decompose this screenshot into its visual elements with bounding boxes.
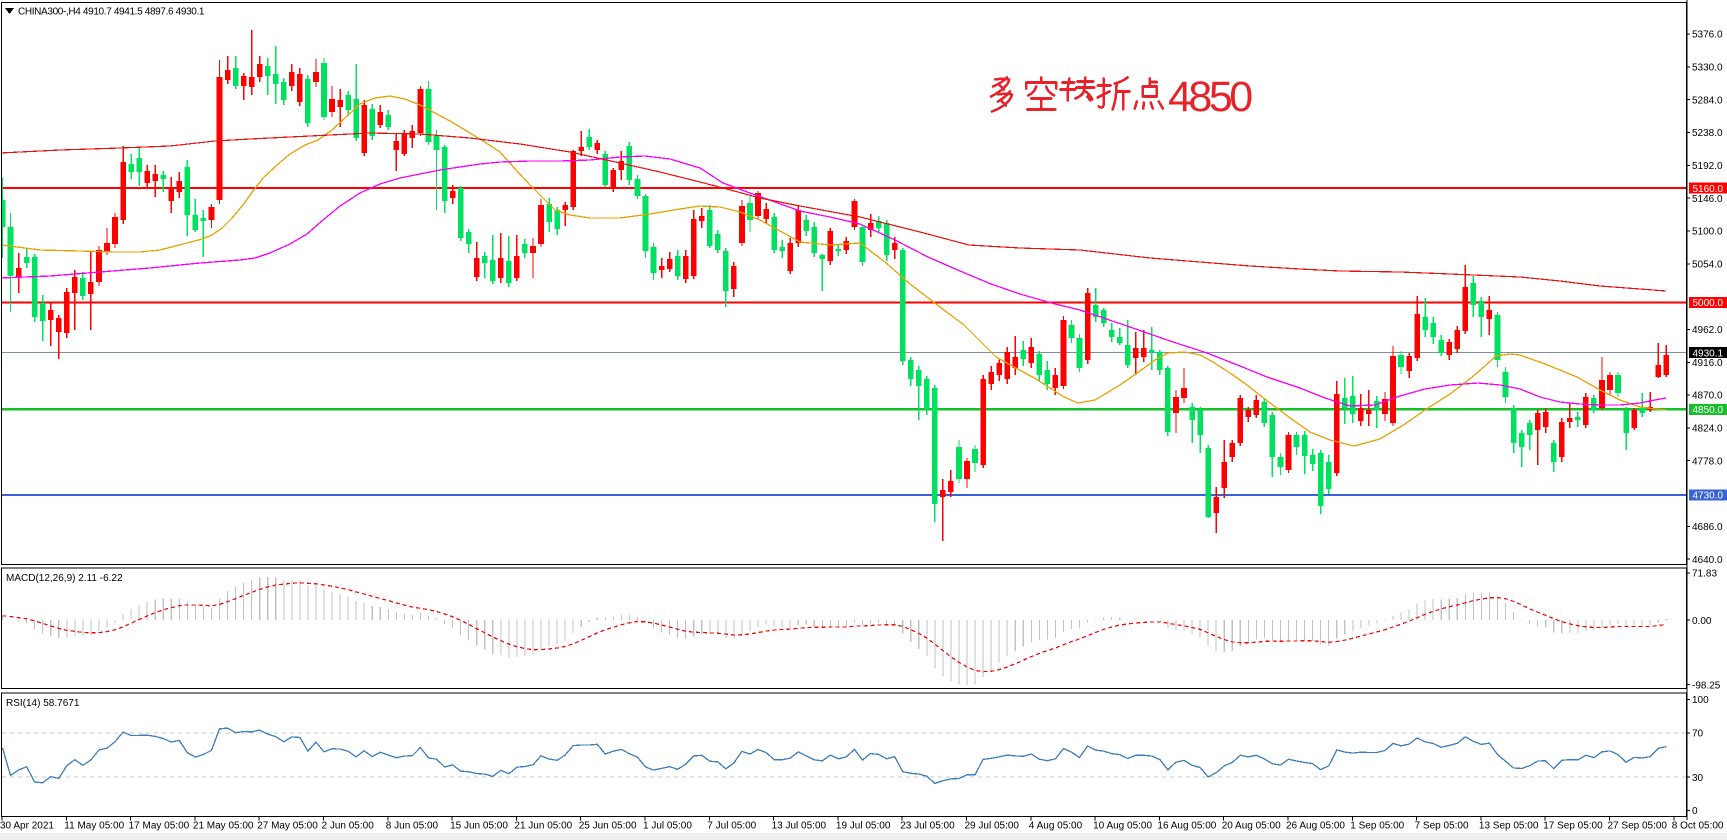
svg-text:4850: 4850 <box>1168 73 1252 121</box>
svg-text:4850.0: 4850.0 <box>1693 405 1724 416</box>
svg-text:4870.0: 4870.0 <box>1692 391 1723 402</box>
svg-text:11 May 05:00: 11 May 05:00 <box>64 821 124 832</box>
svg-text:CHINA300-,H4 4910.7 4941.5 48: CHINA300-,H4 4910.7 4941.5 4897.6 4930.1 <box>18 7 205 18</box>
svg-text:27 May 05:00: 27 May 05:00 <box>257 821 318 832</box>
svg-text:RSI(14) 58.7671: RSI(14) 58.7671 <box>6 698 80 709</box>
svg-text:4930.1: 4930.1 <box>1693 348 1724 359</box>
svg-text:13 Sep 05:00: 13 Sep 05:00 <box>1479 821 1539 832</box>
svg-text:30: 30 <box>1692 773 1704 784</box>
svg-text:4824.0: 4824.0 <box>1692 424 1723 435</box>
svg-text:8 Oct 05:00: 8 Oct 05:00 <box>1672 821 1724 832</box>
svg-text:21 May 05:00: 21 May 05:00 <box>193 821 254 832</box>
svg-text:5054.0: 5054.0 <box>1692 259 1723 270</box>
svg-text:17 Sep 05:00: 17 Sep 05:00 <box>1543 821 1603 832</box>
svg-text:70: 70 <box>1692 728 1704 739</box>
svg-text:5146.0: 5146.0 <box>1692 194 1723 205</box>
svg-text:5100.0: 5100.0 <box>1692 227 1723 238</box>
svg-text:5000.0: 5000.0 <box>1693 298 1724 309</box>
svg-text:2 Jun 05:00: 2 Jun 05:00 <box>322 821 375 832</box>
svg-text:30 Apr 2021: 30 Apr 2021 <box>0 821 54 832</box>
svg-text:5376.0: 5376.0 <box>1692 30 1723 41</box>
svg-text:8 Jun 05:00: 8 Jun 05:00 <box>386 821 439 832</box>
svg-text:4640.0: 4640.0 <box>1692 555 1723 566</box>
svg-text:16 Aug 05:00: 16 Aug 05:00 <box>1157 821 1216 832</box>
svg-text:5284.0: 5284.0 <box>1692 95 1723 106</box>
svg-text:0.00: 0.00 <box>1692 616 1712 627</box>
svg-text:5330.0: 5330.0 <box>1692 63 1723 74</box>
svg-text:5160.0: 5160.0 <box>1693 184 1724 195</box>
svg-text:26 Aug 05:00: 26 Aug 05:00 <box>1286 821 1345 832</box>
svg-text:0: 0 <box>1692 806 1698 817</box>
svg-text:4962.0: 4962.0 <box>1692 325 1723 336</box>
svg-text:7 Jul 05:00: 7 Jul 05:00 <box>707 821 756 832</box>
svg-text:4778.0: 4778.0 <box>1692 456 1723 467</box>
svg-text:71.83: 71.83 <box>1692 569 1717 580</box>
svg-text:4686.0: 4686.0 <box>1692 522 1723 533</box>
svg-text:100: 100 <box>1692 695 1709 706</box>
svg-text:13 Jul 05:00: 13 Jul 05:00 <box>772 821 827 832</box>
svg-text:1 Sep 05:00: 1 Sep 05:00 <box>1350 821 1404 832</box>
svg-text:7 Sep 05:00: 7 Sep 05:00 <box>1415 821 1469 832</box>
svg-text:15 Jun 05:00: 15 Jun 05:00 <box>450 821 508 832</box>
svg-text:23 Jul 05:00: 23 Jul 05:00 <box>900 821 955 832</box>
svg-text:21 Jun 05:00: 21 Jun 05:00 <box>514 821 572 832</box>
svg-text:10 Aug 05:00: 10 Aug 05:00 <box>1093 821 1152 832</box>
svg-text:1 Jul 05:00: 1 Jul 05:00 <box>643 821 692 832</box>
svg-text:20 Aug 05:00: 20 Aug 05:00 <box>1222 821 1281 832</box>
svg-text:5238.0: 5238.0 <box>1692 128 1723 139</box>
svg-text:27 Sep 05:00: 27 Sep 05:00 <box>1608 821 1668 832</box>
svg-text:4730.0: 4730.0 <box>1693 491 1724 502</box>
svg-text:MACD(12,26,9) 2.11 -6.22: MACD(12,26,9) 2.11 -6.22 <box>6 573 123 584</box>
svg-text:19 Jul 05:00: 19 Jul 05:00 <box>836 821 891 832</box>
svg-text:29 Jul 05:00: 29 Jul 05:00 <box>965 821 1020 832</box>
svg-text:-98.25: -98.25 <box>1692 680 1721 691</box>
svg-text:17 May 05:00: 17 May 05:00 <box>129 821 190 832</box>
svg-text:4 Aug 05:00: 4 Aug 05:00 <box>1029 821 1083 832</box>
svg-text:5192.0: 5192.0 <box>1692 161 1723 172</box>
svg-text:25 Jun 05:00: 25 Jun 05:00 <box>579 821 637 832</box>
svg-text:4916.0: 4916.0 <box>1692 358 1723 369</box>
